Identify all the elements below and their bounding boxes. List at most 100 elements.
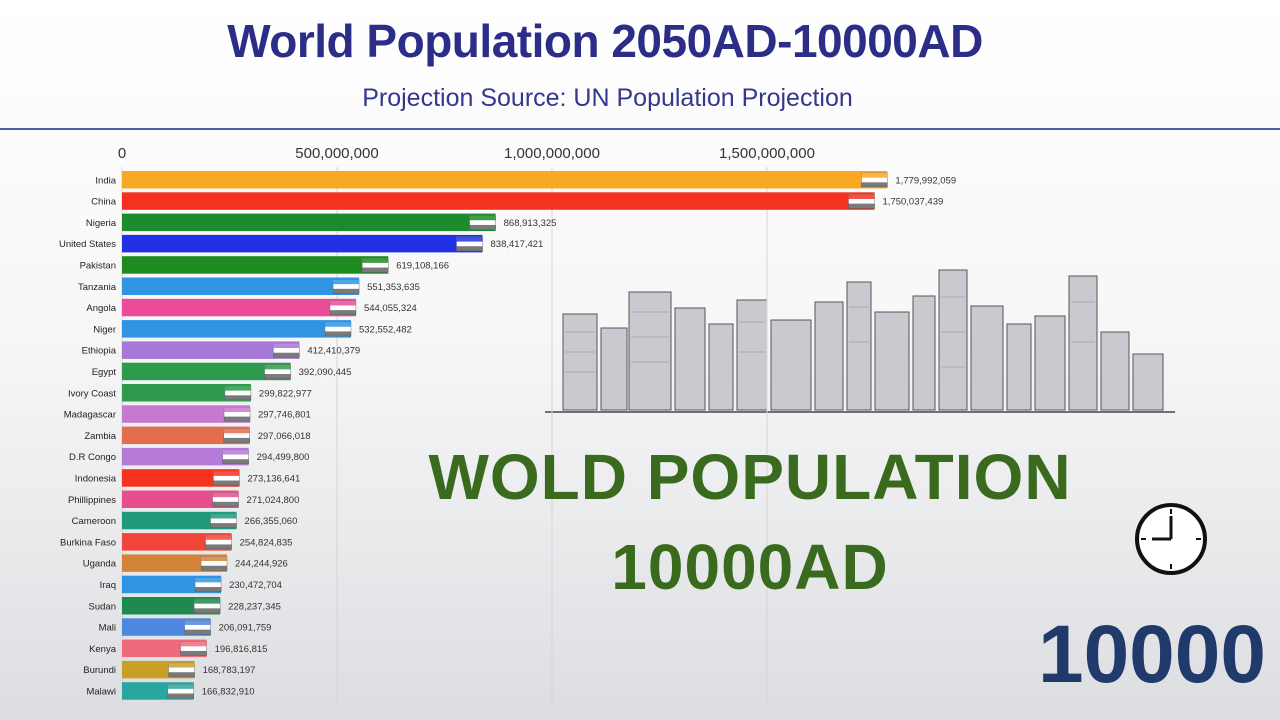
category-label: Burkina Faso: [60, 537, 116, 548]
category-label: Cameroon: [72, 516, 116, 527]
value-label: 228,237,345: [228, 601, 281, 612]
clock-icon: [1135, 503, 1207, 575]
country-flag-icon: [264, 364, 291, 379]
flag-stripe: [195, 577, 222, 583]
flag-stripe: [195, 587, 222, 592]
category-label: Tanzania: [78, 282, 117, 293]
country-flag-icon: [210, 513, 237, 529]
bar-row: Phillippines 271,024,800: [68, 490, 299, 508]
flag-stripe: [210, 523, 237, 528]
value-label: 1,779,992,059: [895, 175, 956, 186]
country-flag-icon: [224, 385, 252, 401]
country-flag-icon: [222, 449, 249, 465]
flag-stripe: [201, 556, 228, 562]
bar-row: Madagascar 297,746,801: [64, 405, 311, 423]
bar-row: Sudan 228,237,345: [89, 597, 281, 615]
flag-stripe: [213, 471, 240, 476]
flag-stripe: [168, 672, 195, 677]
bar: [122, 277, 360, 295]
flag-stripe: [329, 300, 356, 306]
value-label: 254,824,835: [240, 537, 293, 548]
category-label: Niger: [93, 324, 116, 335]
flag-stripe: [210, 513, 237, 519]
value-label: 838,417,421: [491, 239, 544, 250]
value-label: 532,552,482: [359, 324, 412, 335]
flag-stripe: [222, 449, 249, 455]
city-skyline-illustration: [545, 269, 1175, 413]
bar-row: Niger 532,552,482: [93, 320, 412, 338]
bar: [122, 234, 483, 253]
bar: [122, 469, 240, 487]
bar-row: Tanzania 551,353,635: [78, 277, 420, 295]
flag-stripe: [848, 194, 875, 199]
value-label: 273,136,641: [247, 473, 300, 484]
value-label: 244,244,926: [235, 559, 288, 570]
value-label: 206,091,759: [219, 623, 272, 634]
flag-stripe: [333, 279, 360, 285]
year-counter: 10000: [1037, 609, 1266, 700]
flag-stripe: [168, 662, 195, 668]
flag-stripe: [167, 684, 194, 689]
bar: [122, 533, 232, 551]
flag-stripe: [324, 331, 351, 337]
country-flag-icon: [168, 662, 195, 678]
flag-stripe: [194, 599, 221, 604]
country-flag-icon: [193, 598, 221, 614]
country-flag-icon: [180, 641, 207, 656]
category-label: Angola: [86, 303, 116, 314]
bar: [122, 256, 389, 274]
country-flag-icon: [848, 194, 875, 209]
bar-row: Pakistan 619,108,166: [80, 256, 449, 274]
flag-stripe: [469, 215, 496, 221]
country-flag-icon: [456, 236, 483, 252]
bar: [122, 447, 249, 466]
country-flag-icon: [184, 620, 211, 635]
category-label: Burundi: [83, 665, 116, 676]
flag-stripe: [324, 322, 351, 327]
x-tick-label: 0: [118, 145, 126, 162]
category-label: Zambia: [84, 431, 116, 442]
bar-row: United States 838,417,421: [59, 234, 544, 253]
page-subtitle: Projection Source: UN Population Project…: [362, 84, 853, 112]
flag-stripe: [223, 428, 250, 434]
category-label: Malawi: [86, 686, 116, 697]
flag-stripe: [362, 267, 389, 273]
flag-stripe: [329, 310, 356, 315]
category-label: Iraq: [100, 580, 116, 591]
value-label: 1,750,037,439: [883, 197, 944, 208]
flag-stripe: [212, 492, 239, 498]
value-label: 196,816,815: [215, 644, 268, 655]
flag-stripe: [194, 608, 221, 613]
bar-row: D.R Congo 294,499,800: [69, 447, 309, 466]
flag-stripe: [184, 620, 211, 625]
flag-stripe: [222, 459, 249, 464]
category-label: Ivory Coast: [68, 388, 116, 399]
bar-row: India 1,779,992,059: [95, 171, 956, 189]
bar: [122, 171, 888, 189]
bar: [122, 405, 251, 423]
country-flag-icon: [223, 407, 251, 422]
value-label: 266,355,060: [245, 516, 298, 527]
value-label: 166,832,910: [202, 686, 255, 697]
bar-row: Malawi 166,832,910: [86, 682, 255, 700]
category-label: Egypt: [92, 367, 117, 378]
flag-stripe: [273, 343, 300, 349]
category-label: Indonesia: [75, 473, 117, 484]
bar: [122, 554, 228, 572]
bar-row: Egypt 392,090,445: [92, 362, 351, 381]
value-label: 297,746,801: [258, 410, 311, 421]
bar-row: Ethiopia 412,410,379: [82, 341, 360, 359]
country-flag-icon: [324, 321, 352, 337]
page-title: World Population 2050AD-10000AD: [227, 15, 983, 67]
value-label: 412,410,379: [307, 346, 360, 357]
bar-row: Indonesia 273,136,641: [75, 469, 300, 487]
category-label: Uganda: [83, 559, 117, 570]
bar: [122, 298, 356, 317]
value-label: 868,913,325: [504, 218, 557, 229]
country-flag-icon: [167, 683, 194, 699]
value-label: 551,353,635: [367, 282, 420, 293]
category-label: China: [91, 197, 117, 208]
country-flag-icon: [200, 556, 228, 571]
value-label: 544,055,324: [364, 303, 417, 314]
